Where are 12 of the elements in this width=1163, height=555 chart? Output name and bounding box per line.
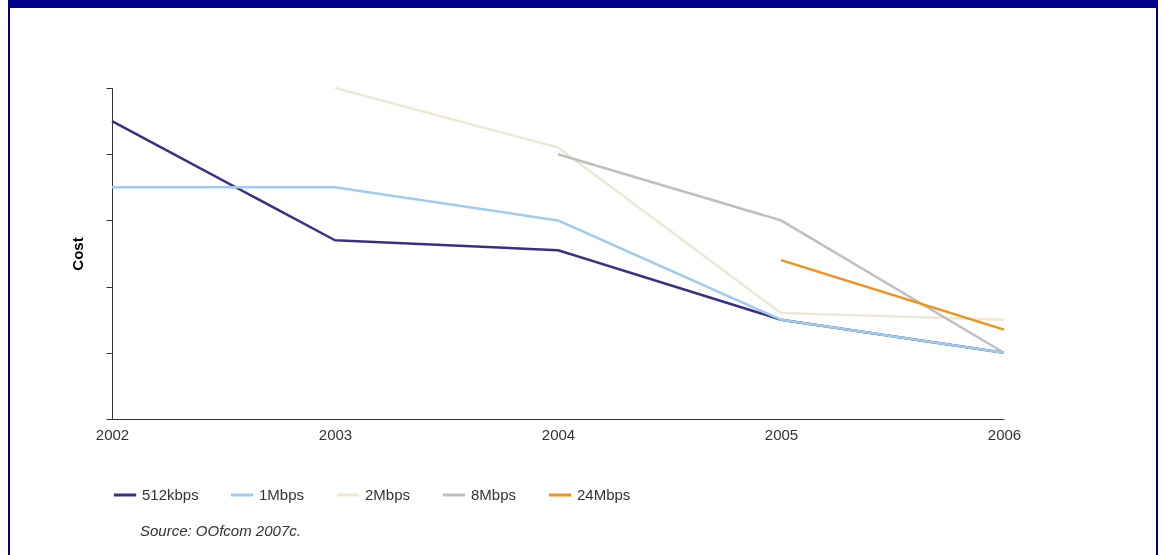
legend-label: 24Mbps [577, 486, 631, 503]
x-tick-label: 2002 [95, 425, 130, 443]
x-tick-label: 2004 [541, 425, 576, 443]
legend-label: 8Mbps [471, 486, 517, 503]
x-tick-label: 2006 [987, 425, 1022, 443]
x-tick-label: 2005 [764, 425, 799, 443]
y-axis-title: Cost [69, 237, 86, 271]
legend-label: 2Mbps [365, 486, 411, 503]
x-tick-label: 2003 [318, 425, 353, 443]
legend-label: 512kbps [142, 486, 199, 503]
legend-label: 1Mbps [259, 486, 305, 503]
source-note: Source: OOfcom 2007c. [140, 522, 301, 539]
